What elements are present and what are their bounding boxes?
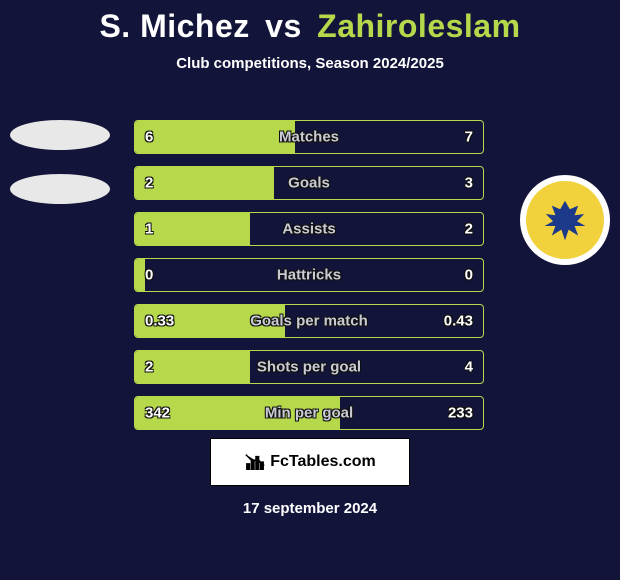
stat-value-left: 342 (145, 405, 170, 422)
stat-fill-left (135, 259, 145, 291)
stat-value-left: 0 (145, 267, 153, 284)
stat-row: 0.330.43Goals per match (134, 304, 484, 338)
stat-row: 0 0Hattricks (134, 258, 484, 292)
stat-row: 12Assists (134, 212, 484, 246)
left-side-logos (10, 120, 110, 228)
stat-label: Hattricks (135, 267, 483, 284)
stat-row: 24Shots per goal (134, 350, 484, 384)
stat-value-left: 6 (145, 129, 153, 146)
stat-fill-left (135, 167, 274, 199)
player2-name: Zahiroleslam (317, 8, 520, 44)
stat-value-left: 2 (145, 175, 153, 192)
left-club-placeholder-2 (10, 174, 110, 204)
logo-text: FcTables.com (270, 453, 376, 471)
stat-value-right: 4 (465, 359, 473, 376)
stat-value-right: 0 (465, 267, 473, 284)
subtitle: Club competitions, Season 2024/2025 (0, 55, 620, 72)
stat-value-left: 0.33 (145, 313, 174, 330)
stat-value-left: 2 (145, 359, 153, 376)
stat-row: 23Goals (134, 166, 484, 200)
stat-value-left: 1 (145, 221, 153, 238)
left-club-placeholder-1 (10, 120, 110, 150)
right-club-crest (520, 175, 610, 265)
comparison-title: S. Michez vs Zahiroleslam (0, 0, 620, 45)
stat-value-right: 7 (465, 129, 473, 146)
stat-value-right: 0.43 (444, 313, 473, 330)
stat-row: 342233Min per goal (134, 396, 484, 430)
stat-fill-left (135, 121, 295, 153)
stat-bars: 67Matches23Goals12Assists00Hattricks0.33… (134, 120, 484, 442)
fctables-logo[interactable]: FcTables.com (210, 438, 410, 486)
stat-value-right: 3 (465, 175, 473, 192)
chart-icon (244, 451, 266, 473)
player1-name: S. Michez (99, 8, 249, 44)
stat-value-right: 233 (448, 405, 473, 422)
stat-value-right: 2 (465, 221, 473, 238)
right-side-logos (520, 175, 610, 265)
date-label: 17 september 2024 (0, 500, 620, 517)
eagle-icon (535, 190, 595, 250)
stat-row: 67Matches (134, 120, 484, 154)
vs-label: vs (265, 8, 302, 44)
